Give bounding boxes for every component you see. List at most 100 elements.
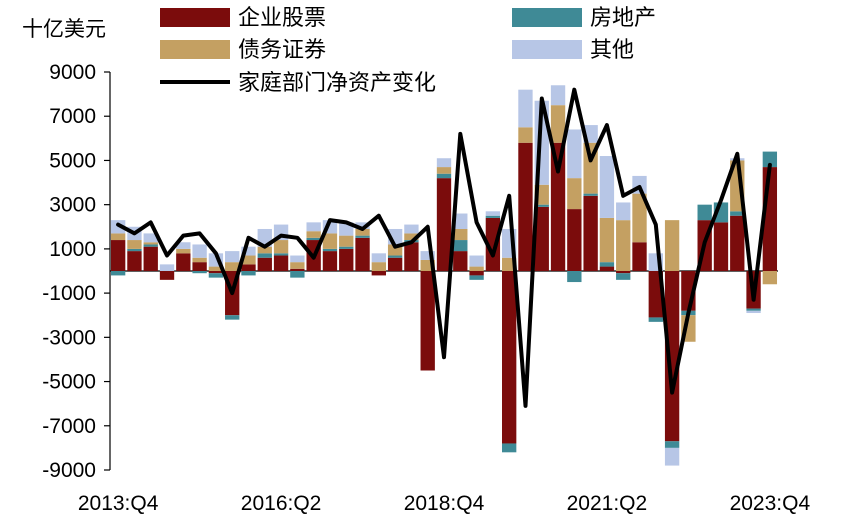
bar-other bbox=[550, 85, 566, 106]
bar-corporate-equities bbox=[241, 264, 256, 271]
bar-real-estate bbox=[257, 253, 272, 258]
x-tick-label: 2013:Q4 bbox=[78, 492, 159, 515]
legend-swatch-real-estate bbox=[512, 8, 582, 27]
bar-debt-securities bbox=[339, 235, 354, 247]
bar-other bbox=[485, 211, 501, 216]
bar-corporate-equities bbox=[159, 271, 175, 280]
bar-corporate-equities bbox=[192, 262, 207, 271]
bar-corporate-equities bbox=[453, 251, 468, 271]
bar-corporate-equities bbox=[632, 242, 647, 271]
bar-other bbox=[453, 213, 468, 229]
bar-debt-securities bbox=[192, 257, 207, 263]
bar-debt-securities bbox=[257, 246, 272, 254]
bar-debt-securities bbox=[453, 228, 468, 241]
y-axis-ticks: 9000 7000 5000 3000 1000 -1000 -3000 -5000 -7000… bbox=[42, 61, 110, 482]
bar-corporate-equities bbox=[387, 257, 403, 271]
x-axis-ticks: 2013:Q4 2016:Q2 2018:Q4 2021:Q2 2023:Q4 bbox=[78, 492, 811, 515]
bar-corporate-equities bbox=[550, 142, 566, 271]
y-tick-label: 5000 bbox=[49, 149, 96, 172]
bar-corporate-equities bbox=[567, 209, 582, 271]
bar-corporate-equities bbox=[469, 271, 484, 276]
bar-debt-securities bbox=[420, 259, 435, 271]
bar-debt-securities bbox=[762, 271, 778, 285]
bar-debt-securities bbox=[355, 228, 370, 236]
y-tick-label: 7000 bbox=[49, 105, 96, 128]
bar-corporate-equities bbox=[730, 215, 745, 271]
bar-corporate-equities bbox=[371, 271, 386, 276]
legend-label-corporate-equities: 企业股票 bbox=[238, 6, 326, 31]
bar-debt-securities bbox=[110, 233, 126, 241]
bar-other bbox=[225, 251, 240, 263]
bar-debt-securities bbox=[208, 266, 224, 271]
bar-corporate-equities bbox=[290, 268, 305, 271]
legend-swatch-corporate-equities bbox=[160, 8, 230, 27]
bar-other bbox=[355, 222, 370, 229]
bar-real-estate bbox=[664, 441, 680, 448]
bar-real-estate bbox=[387, 255, 403, 258]
bar-other bbox=[567, 129, 582, 179]
bar-corporate-equities bbox=[208, 271, 224, 274]
legend-label-other: 其他 bbox=[590, 38, 634, 63]
bar-debt-securities bbox=[127, 240, 142, 249]
bar-debt-securities bbox=[143, 242, 158, 245]
bar-debt-securities bbox=[241, 255, 256, 265]
legend: 企业股票 债务证券 家庭部门净资产变化 房地产 其他 bbox=[160, 6, 656, 96]
bar-debt-securities bbox=[664, 220, 680, 271]
bar-corporate-equities bbox=[664, 271, 680, 442]
bar-real-estate bbox=[567, 271, 582, 283]
y-tick-label: -3000 bbox=[42, 326, 96, 349]
bar-corporate-equities bbox=[420, 271, 435, 371]
bar-debt-securities bbox=[518, 127, 533, 143]
bar-other bbox=[306, 222, 321, 232]
bar-corporate-equities bbox=[436, 178, 452, 271]
bar-real-estate bbox=[453, 240, 468, 252]
bar-real-estate bbox=[730, 211, 745, 216]
bar-corporate-equities bbox=[485, 217, 501, 271]
bar-debt-securities bbox=[225, 262, 240, 271]
bar-real-estate bbox=[469, 275, 484, 280]
bar-corporate-equities bbox=[583, 195, 598, 271]
bar-corporate-equities bbox=[127, 251, 142, 271]
bar-real-estate bbox=[208, 273, 224, 278]
bar-corporate-equities bbox=[616, 271, 631, 274]
bar-corporate-equities bbox=[339, 248, 354, 271]
bar-real-estate bbox=[746, 308, 761, 311]
bar-corporate-equities bbox=[404, 242, 419, 271]
bar-real-estate bbox=[485, 215, 501, 218]
bar-other bbox=[371, 253, 386, 263]
y-axis-unit: 十亿美元 bbox=[22, 17, 106, 41]
bar-real-estate bbox=[534, 204, 549, 207]
bar-debt-securities bbox=[567, 178, 582, 210]
bar-other bbox=[469, 255, 484, 267]
bar-corporate-equities bbox=[713, 222, 729, 271]
y-tick-label: -1000 bbox=[42, 282, 96, 305]
x-tick-label: 2023:Q4 bbox=[730, 492, 811, 515]
bar-real-estate bbox=[241, 271, 256, 276]
bar-real-estate bbox=[127, 248, 142, 252]
bar-debt-securities bbox=[290, 262, 305, 269]
legend-label-net-worth: 家庭部门净资产变化 bbox=[238, 71, 436, 96]
bar-real-estate bbox=[322, 248, 338, 252]
bar-real-estate bbox=[225, 315, 240, 320]
bar-real-estate bbox=[192, 271, 207, 274]
bar-debt-securities bbox=[616, 220, 631, 271]
legend-label-real-estate: 房地产 bbox=[590, 6, 656, 31]
y-tick-label: -5000 bbox=[42, 371, 96, 394]
y-tick-label: 1000 bbox=[49, 238, 96, 261]
y-tick-label: 9000 bbox=[49, 61, 96, 84]
x-tick-label: 2018:Q4 bbox=[404, 492, 485, 515]
legend-swatch-other bbox=[512, 40, 582, 59]
bar-corporate-equities bbox=[518, 142, 533, 271]
bar-other bbox=[404, 224, 419, 234]
bar-real-estate bbox=[306, 237, 321, 241]
bar-debt-securities bbox=[273, 240, 289, 254]
y-tick-label: 3000 bbox=[49, 194, 96, 217]
bar-other bbox=[746, 310, 761, 314]
net-worth-line bbox=[116, 87, 772, 408]
bar-corporate-equities bbox=[502, 271, 517, 444]
bar-debt-securities bbox=[387, 244, 403, 256]
bar-real-estate bbox=[290, 271, 305, 278]
bar-debt-securities bbox=[469, 266, 484, 271]
net-worth-polyline bbox=[116, 87, 772, 408]
bar-real-estate bbox=[697, 204, 712, 221]
